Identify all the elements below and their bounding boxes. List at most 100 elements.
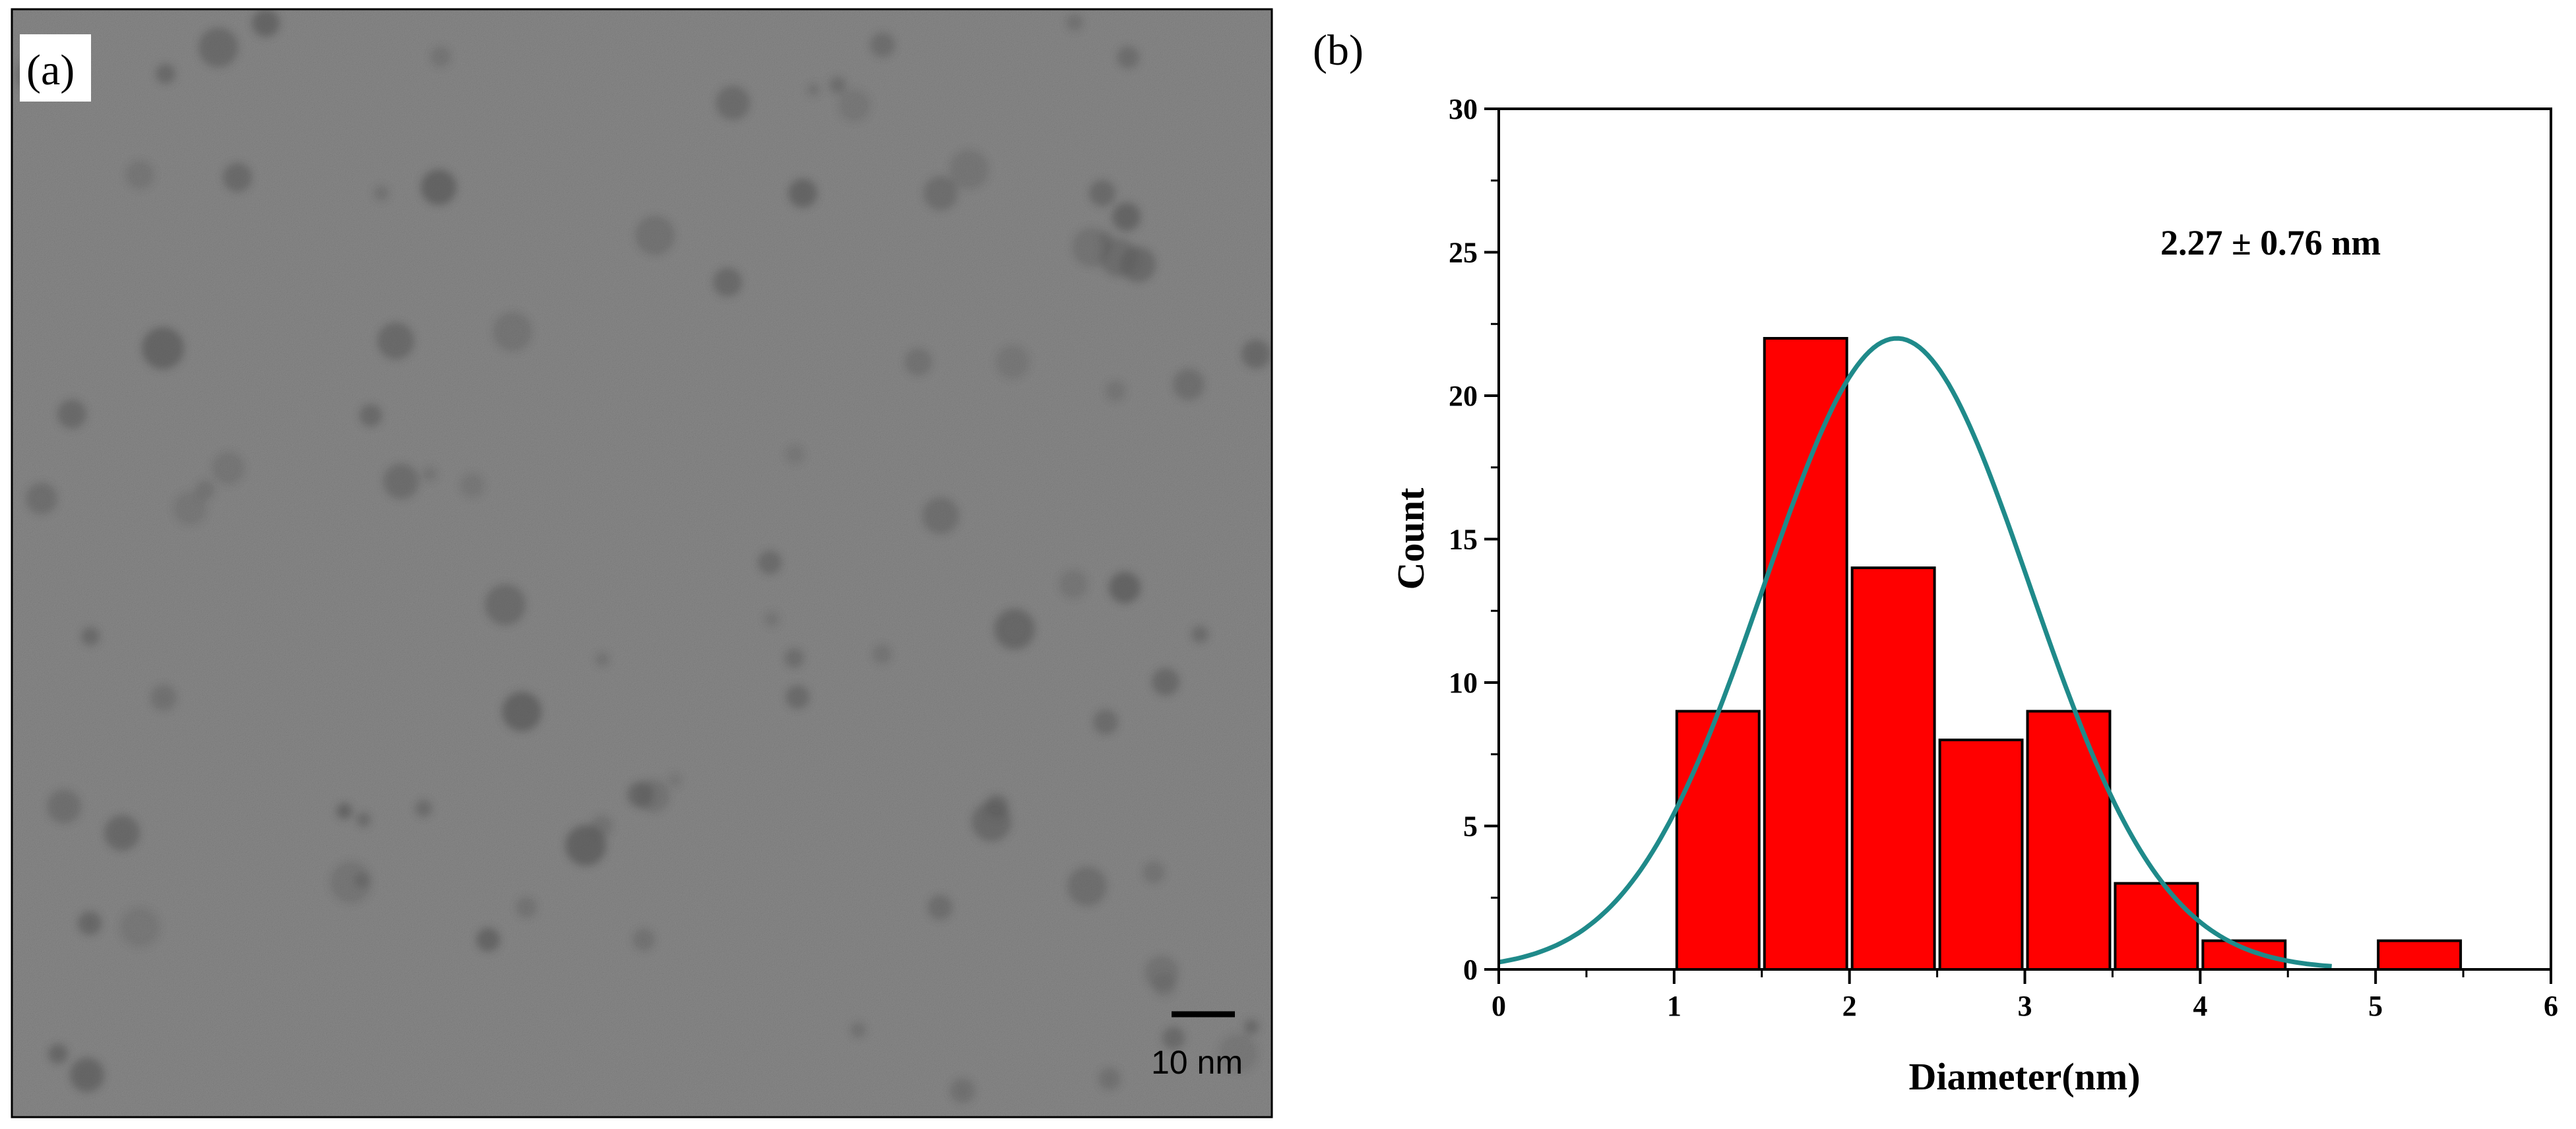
- nanoparticle: [47, 789, 81, 824]
- nanoparticle: [415, 800, 432, 817]
- nanoparticle: [1067, 867, 1107, 906]
- nanoparticle: [212, 452, 245, 485]
- nanoparticle: [785, 444, 805, 464]
- nanoparticle: [199, 28, 238, 67]
- nanoparticle: [1241, 340, 1271, 369]
- nanoparticle: [422, 466, 437, 482]
- nanoparticle: [1145, 956, 1179, 990]
- nanoparticle: [870, 32, 895, 57]
- x-axis: 0 1 2 3 4 5 6: [1492, 969, 2558, 1022]
- nanoparticle: [26, 483, 57, 514]
- x-tick-label-4: 4: [2193, 990, 2207, 1022]
- nanoparticle: [57, 400, 86, 429]
- nanoparticle: [950, 1078, 975, 1103]
- nanoparticle: [949, 150, 989, 189]
- nanoparticle: [1244, 1020, 1259, 1034]
- x-axis-title: Diameter(nm): [1908, 1055, 2140, 1098]
- x-tick-label-3: 3: [2018, 990, 2032, 1022]
- nanoparticle: [1173, 369, 1205, 400]
- nanoparticle: [924, 176, 958, 210]
- y-tick-label-0: 0: [1463, 954, 1478, 986]
- panel-b: (b) 0 1 2 3 4 5 6 0 5 10 15 20 25 30 Diameter(nm) Co…: [1313, 26, 2558, 1098]
- nanoparticle: [829, 76, 846, 94]
- nanoparticle: [927, 895, 953, 920]
- nanoparticle: [1113, 202, 1141, 230]
- nanoparticle: [1105, 381, 1126, 402]
- nanoparticle: [460, 473, 485, 498]
- nanoparticle: [904, 348, 932, 376]
- nanoparticle: [377, 322, 414, 359]
- nanoparticle: [668, 773, 682, 787]
- nanoparticle: [156, 64, 175, 84]
- tem-image-border: [11, 8, 1273, 1118]
- nanoparticle: [502, 692, 542, 731]
- histogram-bar-1: [1675, 710, 1761, 971]
- nanoparticle: [336, 803, 352, 819]
- nanoparticle: [142, 327, 184, 369]
- nanoparticle: [1098, 1068, 1121, 1090]
- nanoparticle: [119, 907, 160, 948]
- nanoparticle: [516, 897, 537, 918]
- nanoparticle: [493, 312, 532, 351]
- gaussian-fit-curve: [1498, 336, 2332, 969]
- nanoparticle: [252, 9, 280, 37]
- y-tick-label-30: 30: [1449, 93, 1478, 125]
- nanoparticle: [784, 648, 804, 668]
- nanoparticle: [1162, 1027, 1185, 1049]
- panel-a: (a) 10 nm: [11, 8, 1273, 1118]
- nanoparticle: [383, 464, 419, 499]
- nanoparticle: [1117, 46, 1139, 69]
- nanoparticle: [356, 812, 371, 827]
- y-axis-title: Count: [1389, 487, 1432, 590]
- tem-particles: [16, 9, 1271, 1103]
- nanoparticle: [173, 491, 207, 526]
- y-tick-label-15: 15: [1449, 524, 1478, 556]
- nanoparticle: [838, 89, 871, 122]
- histogram-bars: [1675, 337, 2463, 971]
- nanoparticle: [485, 584, 526, 625]
- y-tick-label-20: 20: [1449, 380, 1478, 412]
- tem-image: [12, 9, 1272, 1117]
- nanoparticle: [104, 815, 140, 851]
- histogram-bar-5: [2026, 710, 2112, 971]
- nanoparticle: [995, 345, 1030, 379]
- histogram-bar-2: [1763, 337, 1848, 971]
- nanoparticle: [1120, 247, 1156, 282]
- nanoparticle: [1059, 570, 1088, 599]
- y-tick-label-25: 25: [1449, 237, 1478, 269]
- y-axis: 0 5 10 15 20 25 30: [1449, 93, 1499, 986]
- nanoparticle: [48, 1044, 68, 1064]
- nanoparticle: [223, 163, 252, 192]
- panel-a-label-bg: [20, 34, 91, 102]
- nanoparticle: [786, 685, 809, 709]
- histogram-bar-6: [2114, 882, 2199, 971]
- nanoparticle: [78, 911, 102, 935]
- nanoparticle: [764, 611, 780, 627]
- nanoparticle: [150, 685, 177, 711]
- nanoparticle: [758, 551, 782, 574]
- nanoparticle: [716, 86, 750, 120]
- nanoparticle: [360, 404, 382, 427]
- y-tick-label-5: 5: [1463, 810, 1478, 843]
- nanoparticle: [1191, 626, 1209, 643]
- nanoparticle: [627, 781, 654, 808]
- plot-frame: [1497, 107, 2552, 971]
- nanoparticle: [476, 928, 500, 952]
- x-tick-label-6: 6: [2544, 990, 2558, 1022]
- nanoparticle: [1089, 180, 1115, 206]
- histogram-bar-4: [1938, 739, 2024, 971]
- nanoparticle: [985, 795, 1009, 818]
- histogram-bar-8: [2377, 939, 2463, 971]
- nanoparticle: [421, 169, 456, 205]
- nanoparticle: [1098, 231, 1114, 247]
- nanoparticle: [565, 825, 606, 866]
- nanoparticle: [1143, 861, 1165, 884]
- y-tick-label-10: 10: [1449, 667, 1478, 699]
- stats-annotation: 2.27 ± 0.76 nm: [2160, 223, 2381, 262]
- x-tick-label-5: 5: [2368, 990, 2383, 1022]
- x-tick-label-0: 0: [1492, 990, 1506, 1022]
- nanoparticle: [635, 216, 675, 255]
- scale-bar-label: 10 nm: [1151, 1044, 1243, 1081]
- histogram-bar-7: [2201, 939, 2287, 971]
- nanoparticle: [1152, 668, 1179, 696]
